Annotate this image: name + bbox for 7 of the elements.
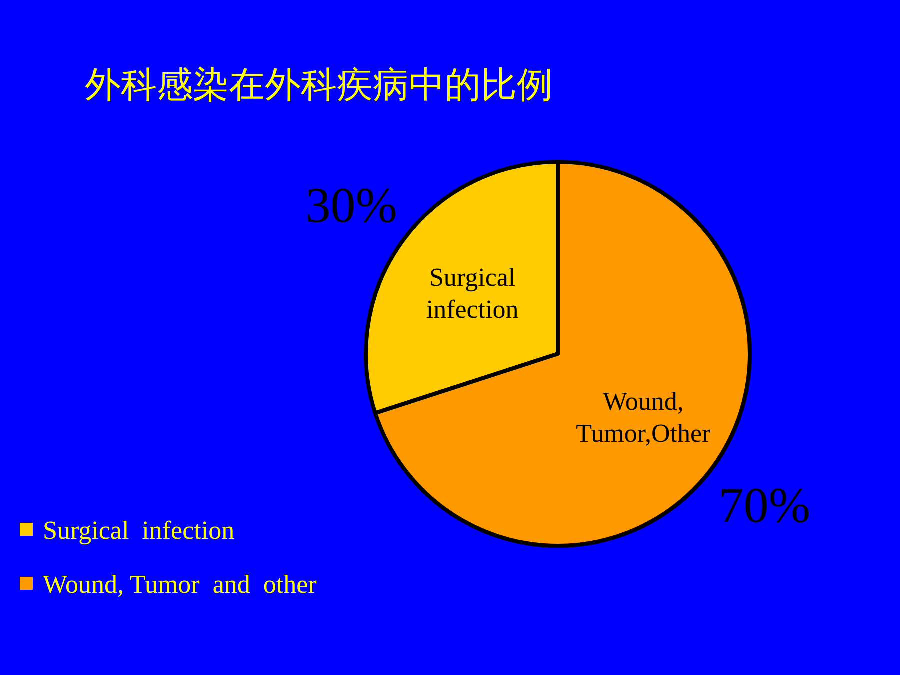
text: Wound, Tumor,Other	[576, 387, 711, 448]
legend-label: Wound, Tumor and other	[43, 570, 318, 599]
chart-title: 外科感染在外科疾病中的比例	[85, 64, 553, 105]
text: Surgical infection	[426, 262, 519, 324]
data-label: 70%	[718, 477, 810, 534]
data-label: 30%	[306, 176, 398, 233]
legend-label: Surgical infection	[43, 516, 235, 545]
